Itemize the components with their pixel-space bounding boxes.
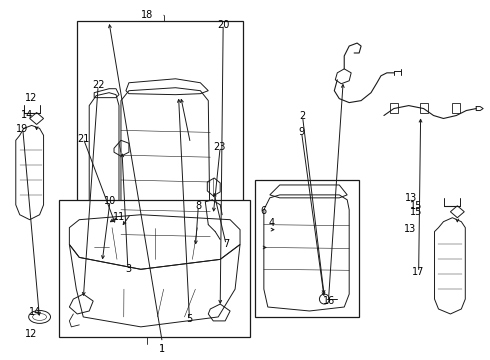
Text: 17: 17 xyxy=(413,267,425,277)
Bar xyxy=(59,200,250,337)
Text: 16: 16 xyxy=(322,296,335,306)
Text: 4: 4 xyxy=(269,218,275,228)
Text: 12: 12 xyxy=(25,329,37,339)
Text: 12: 12 xyxy=(24,93,37,103)
Bar xyxy=(77,21,243,309)
Text: 5: 5 xyxy=(186,314,192,324)
Text: 23: 23 xyxy=(214,142,226,152)
Bar xyxy=(255,180,359,317)
Text: 11: 11 xyxy=(113,212,125,222)
Text: 7: 7 xyxy=(223,239,230,249)
Text: 18: 18 xyxy=(141,10,153,20)
Text: 21: 21 xyxy=(77,134,90,144)
Text: 8: 8 xyxy=(196,201,202,211)
Text: 15: 15 xyxy=(410,201,422,211)
Text: 10: 10 xyxy=(104,196,116,206)
Text: 15: 15 xyxy=(410,207,422,217)
Text: 2: 2 xyxy=(299,111,305,121)
Text: 20: 20 xyxy=(217,19,229,30)
Text: 9: 9 xyxy=(298,127,304,137)
Bar xyxy=(419,103,428,113)
Text: 13: 13 xyxy=(404,224,416,234)
Text: 13: 13 xyxy=(405,193,417,203)
Text: 3: 3 xyxy=(125,264,131,274)
Text: 1: 1 xyxy=(159,343,166,354)
Text: 19: 19 xyxy=(16,124,28,134)
Text: 14: 14 xyxy=(21,109,33,120)
Text: 6: 6 xyxy=(260,206,266,216)
Text: 22: 22 xyxy=(92,80,104,90)
Bar xyxy=(452,103,460,113)
Bar xyxy=(390,103,398,113)
Text: 14: 14 xyxy=(29,307,41,317)
